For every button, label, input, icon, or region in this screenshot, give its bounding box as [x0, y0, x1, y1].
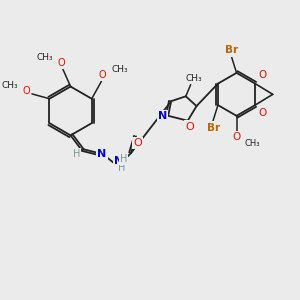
- Text: CH₃: CH₃: [185, 74, 202, 83]
- Text: H: H: [120, 154, 127, 164]
- Text: CH₃: CH₃: [36, 53, 53, 62]
- Text: H: H: [73, 149, 80, 159]
- Text: CH₃: CH₃: [111, 65, 128, 74]
- Text: N: N: [114, 156, 123, 166]
- Text: O: O: [232, 132, 241, 142]
- Text: CH₃: CH₃: [244, 139, 260, 148]
- Text: O: O: [99, 70, 106, 80]
- Text: O: O: [259, 70, 267, 80]
- Text: H: H: [118, 163, 125, 172]
- Text: O: O: [134, 138, 142, 148]
- Text: Br: Br: [206, 122, 220, 133]
- Text: N: N: [158, 111, 167, 121]
- Text: O: O: [57, 58, 64, 68]
- Text: O: O: [185, 122, 194, 132]
- Text: Br: Br: [225, 45, 238, 56]
- Text: O: O: [22, 86, 30, 96]
- Text: CH₃: CH₃: [2, 81, 18, 90]
- Text: N: N: [97, 149, 106, 159]
- Text: O: O: [259, 108, 267, 118]
